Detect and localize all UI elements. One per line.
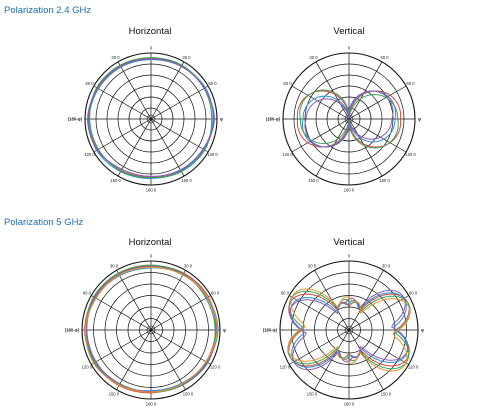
grid-spoke — [117, 118, 152, 177]
axis-right-label: φ — [220, 117, 223, 122]
angle-tick-label: 60 0 — [281, 291, 290, 296]
angle-tick-label: 180 0 — [344, 402, 355, 407]
grid-spoke — [314, 329, 350, 390]
grid-spoke — [348, 270, 384, 331]
polar-plot-24-vertical: 0 30 0 60 0 120 0 150 0 180 0 150 0 120 0 60 0 30… — [266, 46, 421, 193]
angle-tick-label: 0 — [348, 254, 351, 259]
plot-title-5-horizontal: Horizontal — [128, 237, 172, 248]
angle-tick-label: 180 0 — [146, 402, 157, 407]
angle-tick-label: 150 0 — [110, 178, 121, 183]
series-line — [287, 288, 411, 372]
grid-spoke — [348, 61, 383, 120]
angle-tick-label: 30 0 — [184, 263, 193, 268]
angle-tick-label: 30 0 — [110, 263, 119, 268]
angle-tick-label: 150 0 — [381, 392, 392, 397]
section-title-2-4ghz: Polarization 2.4 GHz — [4, 5, 92, 16]
angle-tick-label: 120 0 — [84, 152, 95, 157]
grid-spoke — [150, 270, 186, 331]
grid-spoke — [91, 329, 152, 365]
angle-tick-label: 60 0 — [283, 81, 292, 86]
grid-spoke — [348, 295, 409, 331]
angle-tick-label: 180 0 — [344, 188, 355, 193]
grid-spoke — [116, 329, 152, 390]
angle-tick-label: 0 — [150, 46, 153, 51]
series-line — [304, 90, 394, 148]
angle-tick-label: 30 0 — [382, 263, 391, 268]
angle-tick-label: 0 — [150, 254, 153, 259]
angle-tick-label: 180 0 — [146, 188, 157, 193]
axis-left-label: (180-φ) — [266, 117, 281, 122]
plot-title-24-vertical: Vertical — [333, 26, 365, 37]
angle-tick-label: 120 0 — [207, 152, 218, 157]
angle-tick-label: 150 0 — [183, 392, 194, 397]
angle-tick-label: 120 0 — [280, 365, 291, 370]
grid-spoke — [150, 118, 209, 153]
grid-spoke — [315, 118, 350, 177]
grid-spoke — [150, 85, 209, 120]
grid-spoke — [93, 118, 152, 153]
polar-plot-24-horizontal: 0 30 0 60 0 120 0 150 0 180 0 150 0 120 0 60 0 30… — [68, 46, 223, 193]
grid-spoke — [91, 295, 152, 331]
axis-left-label: (180-φ) — [68, 117, 83, 122]
angle-tick-label: 150 0 — [181, 178, 192, 183]
angle-tick-label: 30 0 — [111, 55, 120, 60]
axis-left-label: (180-φ) — [65, 328, 80, 333]
series-line — [299, 89, 399, 149]
angle-tick-label: 120 0 — [405, 152, 416, 157]
grid-spoke — [116, 270, 152, 331]
polar-plot-5-horizontal: 0 30 0 60 0 120 0 150 0 180 0 150 0 120 0 60 0 30… — [65, 254, 226, 407]
series-line — [296, 90, 402, 148]
angle-tick-label: 150 0 — [308, 178, 319, 183]
axis-right-label: φ — [223, 328, 226, 333]
polar-plot-5-vertical: 0 30 0 60 0 120 0 150 0 180 0 150 0 120 0 60 0 30… — [263, 254, 424, 407]
angle-tick-label: 0 — [348, 46, 351, 51]
angle-tick-label: 150 0 — [379, 178, 390, 183]
angle-tick-label: 60 0 — [406, 81, 415, 86]
grid-spoke — [291, 85, 350, 120]
grid-spoke — [315, 61, 350, 120]
series-line — [86, 265, 218, 392]
series-line — [88, 59, 214, 179]
angle-tick-label: 30 0 — [380, 55, 389, 60]
angle-tick-label: 60 0 — [208, 81, 217, 86]
axis-right-label: φ — [418, 117, 421, 122]
grid-spoke — [150, 61, 185, 120]
angle-tick-label: 120 0 — [282, 152, 293, 157]
grid-spoke — [289, 295, 350, 331]
grid-spoke — [348, 329, 409, 365]
grid-spoke — [348, 85, 407, 120]
angle-tick-label: 60 0 — [85, 81, 94, 86]
angle-tick-label: 120 0 — [82, 365, 93, 370]
grid-spoke — [348, 118, 407, 153]
series-line — [84, 266, 218, 393]
angle-tick-label: 150 0 — [109, 392, 120, 397]
angle-tick-label: 120 0 — [210, 365, 221, 370]
section-title-5ghz: Polarization 5 GHz — [4, 217, 84, 228]
grid-spoke — [117, 61, 152, 120]
series-line — [87, 58, 215, 177]
plot-title-24-horizontal: Horizontal — [128, 26, 172, 37]
series-line — [87, 57, 215, 178]
axis-right-label: φ — [421, 328, 424, 333]
grid-spoke — [289, 329, 350, 365]
angle-tick-label: 150 0 — [307, 392, 318, 397]
series-line — [289, 289, 409, 371]
grid-spoke — [150, 329, 211, 365]
series-line — [84, 265, 217, 394]
grid-spoke — [93, 85, 152, 120]
angle-tick-label: 60 0 — [211, 291, 220, 296]
angle-tick-label: 60 0 — [409, 291, 418, 296]
angle-tick-label: 30 0 — [308, 263, 317, 268]
grid-spoke — [291, 118, 350, 153]
grid-spoke — [150, 329, 186, 390]
angle-tick-label: 120 0 — [408, 365, 419, 370]
angle-tick-label: 30 0 — [182, 55, 191, 60]
angle-tick-label: 60 0 — [83, 291, 92, 296]
grid-spoke — [348, 118, 383, 177]
axis-left-label: (180-φ) — [263, 328, 278, 333]
grid-spoke — [150, 118, 185, 177]
plot-title-5-vertical: Vertical — [333, 237, 365, 248]
grid-spoke — [150, 295, 211, 331]
angle-tick-label: 30 0 — [309, 55, 318, 60]
